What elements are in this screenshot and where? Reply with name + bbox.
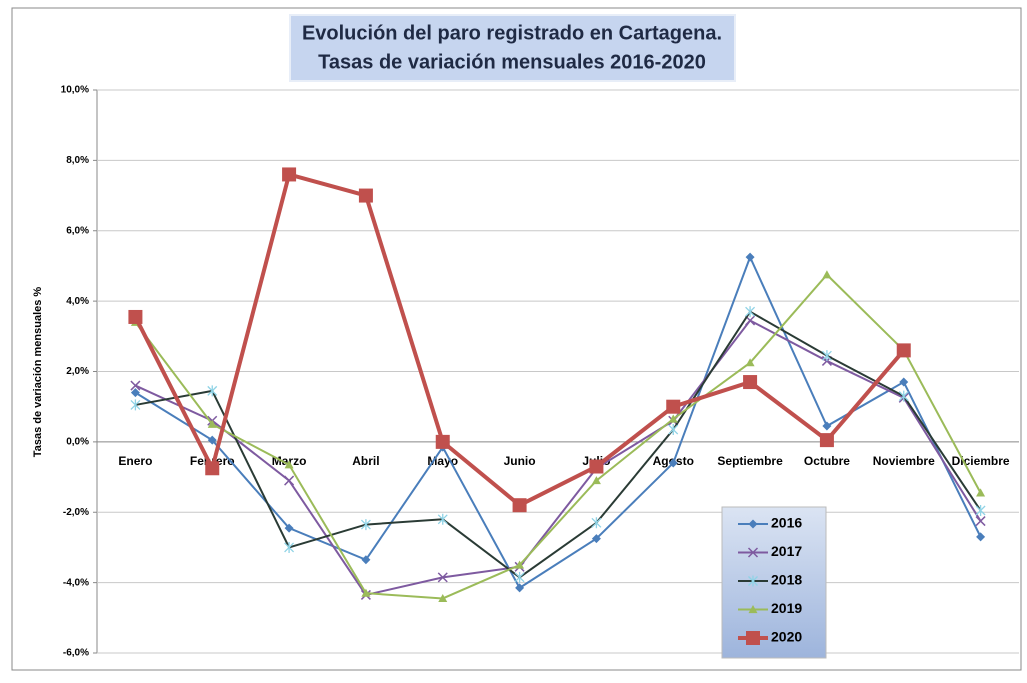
marker bbox=[282, 167, 297, 182]
y-tick-label: 0,0% bbox=[66, 437, 89, 448]
series-line bbox=[135, 310, 982, 579]
marker bbox=[284, 541, 295, 553]
marker bbox=[205, 461, 220, 476]
y-tick-label: -2,0% bbox=[63, 507, 89, 518]
marker bbox=[975, 504, 986, 516]
marker bbox=[591, 534, 601, 544]
marker bbox=[207, 435, 217, 445]
legend-label: 2016 bbox=[771, 515, 802, 531]
marker bbox=[284, 460, 294, 469]
marker bbox=[284, 523, 294, 533]
marker bbox=[515, 560, 525, 569]
legend-label: 2017 bbox=[771, 543, 802, 559]
marker bbox=[284, 475, 295, 486]
marker bbox=[361, 588, 371, 597]
marker bbox=[358, 188, 373, 203]
marker bbox=[668, 424, 679, 436]
marker bbox=[743, 375, 758, 390]
marker bbox=[976, 488, 986, 497]
x-tick-label: Septiembre bbox=[717, 454, 783, 468]
x-tick-label: Noviembre bbox=[873, 454, 935, 468]
marker bbox=[437, 513, 448, 525]
marker bbox=[438, 593, 448, 603]
marker bbox=[130, 399, 141, 411]
legend-marker bbox=[746, 631, 760, 645]
y-tick-label: 8,0% bbox=[66, 155, 89, 166]
marker bbox=[822, 270, 832, 279]
legend: 2016 2017 2018 2019 2020 bbox=[721, 506, 827, 659]
marker bbox=[745, 252, 755, 262]
marker bbox=[130, 380, 141, 391]
y-tick-label: -4,0% bbox=[63, 577, 89, 588]
marker bbox=[819, 433, 834, 448]
marker bbox=[207, 385, 218, 397]
marker bbox=[745, 306, 756, 318]
marker bbox=[361, 555, 371, 565]
y-tick-label: 2,0% bbox=[66, 366, 89, 377]
legend-marker bbox=[748, 575, 758, 587]
marker bbox=[975, 516, 986, 527]
marker bbox=[591, 476, 601, 485]
marker bbox=[822, 421, 832, 431]
marker bbox=[976, 532, 986, 542]
legend-marker bbox=[748, 519, 758, 529]
y-tick-label: 6,0% bbox=[66, 225, 89, 236]
chart-frame bbox=[11, 7, 1022, 671]
marker bbox=[745, 358, 755, 367]
marker bbox=[512, 498, 527, 513]
series-line bbox=[135, 319, 982, 597]
marker bbox=[591, 517, 602, 529]
marker bbox=[666, 399, 681, 414]
legend-marker bbox=[748, 605, 758, 614]
y-tick-label: -6,0% bbox=[63, 648, 89, 659]
legend-label: 2019 bbox=[771, 600, 802, 616]
chart-subtitle: Tasas de variación mensuales 2016-2020 bbox=[318, 51, 706, 73]
x-tick-label: Enero bbox=[118, 454, 152, 468]
legend-label: 2020 bbox=[771, 629, 802, 645]
x-tick-label: Abril bbox=[352, 454, 379, 468]
marker bbox=[514, 571, 525, 583]
marker bbox=[360, 519, 371, 531]
marker bbox=[130, 388, 140, 398]
marker bbox=[821, 350, 832, 362]
marker bbox=[896, 343, 911, 358]
title-box bbox=[289, 14, 736, 82]
legend-label: 2018 bbox=[771, 572, 802, 588]
y-axis-label: Tasas de variación mensuales % bbox=[32, 287, 44, 458]
marker bbox=[668, 414, 678, 423]
marker bbox=[899, 377, 909, 387]
marker bbox=[668, 458, 678, 468]
series-line bbox=[134, 254, 982, 590]
marker bbox=[898, 390, 909, 402]
y-tick-label: 10,0% bbox=[61, 85, 89, 96]
chart-title: Evolución del paro registrado en Cartage… bbox=[302, 22, 722, 44]
marker bbox=[128, 309, 143, 324]
marker bbox=[207, 419, 217, 428]
legend-box bbox=[721, 506, 827, 659]
marker bbox=[589, 459, 604, 474]
series-line bbox=[134, 273, 982, 600]
marker bbox=[435, 434, 450, 449]
marker bbox=[515, 583, 525, 593]
legend-marker bbox=[747, 547, 759, 558]
y-tick-label: 4,0% bbox=[66, 296, 89, 307]
x-tick-label: Octubre bbox=[804, 454, 850, 468]
x-tick-label: Junio bbox=[504, 454, 536, 468]
marker bbox=[437, 572, 448, 583]
